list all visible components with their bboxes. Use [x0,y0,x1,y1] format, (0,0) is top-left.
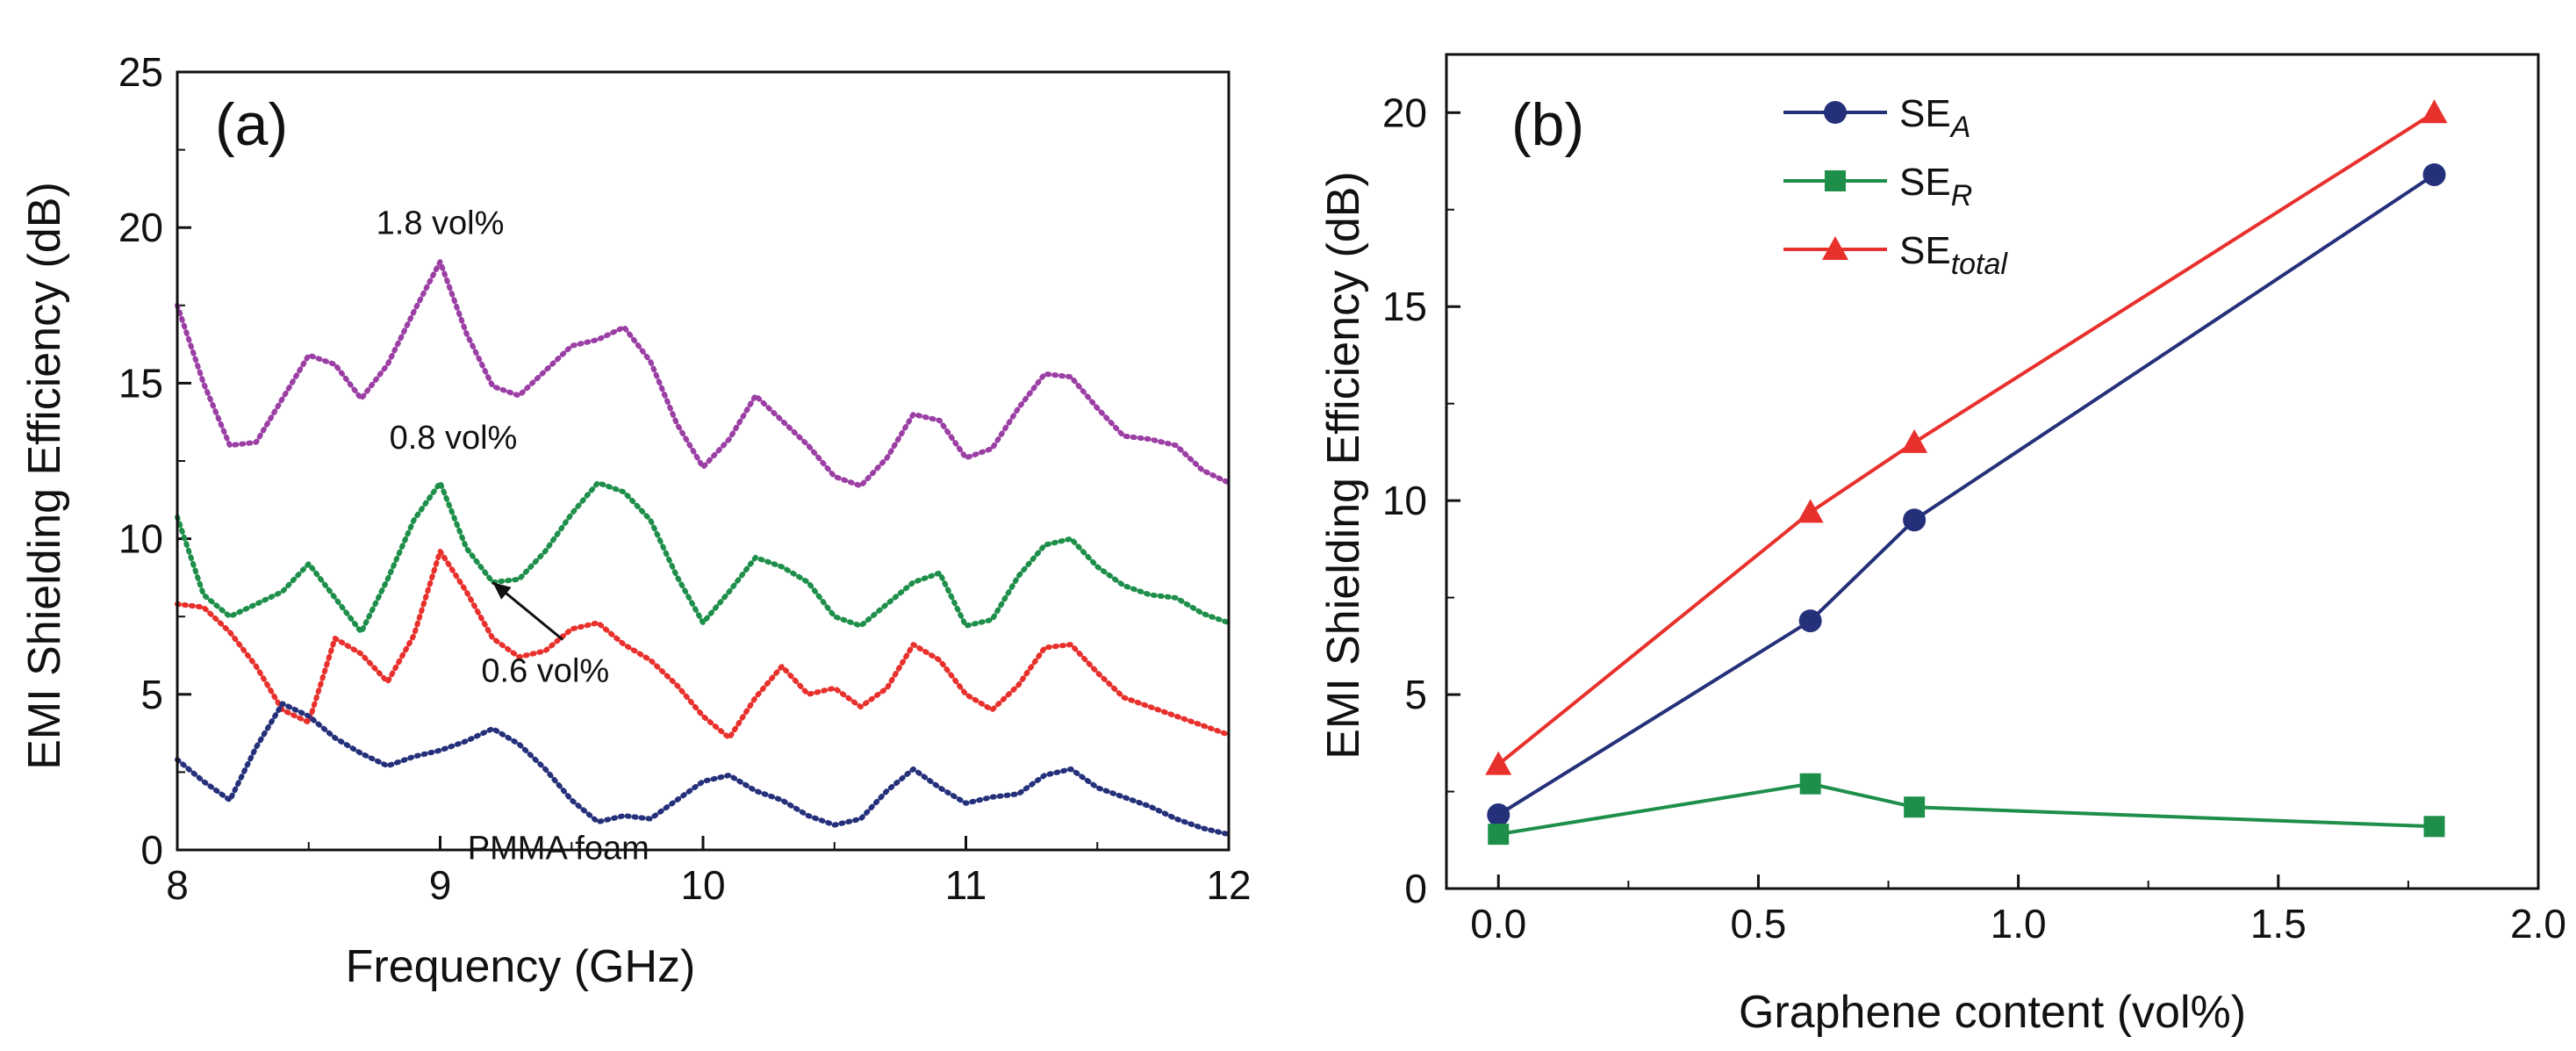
legend-label: SEtotal [1899,229,2008,281]
chart-b-frame [1445,53,2540,890]
legend-marker [1824,101,1847,124]
x-tick-label-a: 9 [429,862,452,908]
x-tick-label-a: 11 [945,862,987,908]
annotation-arrowhead [492,582,512,600]
y-tick-label-b: 15 [1382,284,1427,329]
y-tick-label-b: 10 [1382,478,1427,523]
series-line-a [175,701,1231,838]
x-tick-label-a: 12 [1206,862,1251,908]
chart-b-ticks: 0.0 0.5 1.0 1.5 2.0 0 5 10 15 20 [1382,90,2566,947]
data-point [2422,162,2446,186]
chart-a-ticks: 8 9 10 11 12 0 5 10 15 20 25 [118,49,1252,908]
chart-b-legend: SEA SER SEtotal [1783,92,2008,281]
chart-a-series [175,259,1231,838]
x-tick-label-b: 0.5 [1730,901,1786,947]
data-point [1903,508,1927,532]
x-tick-label-b: 1.5 [2250,901,2307,947]
y-tick-label-a: 10 [118,516,163,562]
data-point [1798,609,1822,633]
data-point [1901,428,1928,453]
series-line-a [175,548,1231,741]
chart-b-ylabel: EMI Shielding Efficiency (dB) [1318,171,1369,759]
x-tick-label-a: 8 [166,862,189,908]
y-tick-label-b: 20 [1382,90,1427,135]
chart-a: (a) 8 9 10 11 12 0 5 10 15 20 25 1.8 vol% 0.8 vol% 0… [19,49,1252,992]
chart-b-xlabel: Graphene content (vol%) [1739,987,2246,1038]
y-tick-label-a: 0 [140,827,163,873]
y-tick-label-a: 15 [118,360,163,406]
x-tick-label-b: 0.0 [1470,901,1526,947]
data-point [2423,816,2445,838]
data-point [1487,803,1510,827]
y-tick-label-b: 5 [1404,672,1427,717]
y-tick-label-b: 0 [1404,866,1427,911]
data-point [1797,499,1824,523]
annotation-label: 0.8 vol% [390,420,518,457]
series-line-b [1497,173,2436,817]
chart-a-ylabel: EMI Shielding Efficiency (dB) [19,182,70,770]
data-point [1485,751,1512,775]
series-line-a [175,259,1231,489]
chart-a-frame [176,70,1231,852]
series-line-b [1496,111,2436,767]
y-tick-label-a: 20 [118,205,163,250]
legend-label: SER [1899,161,1972,212]
x-tick-label-b: 2.0 [2510,901,2566,947]
data-point [1904,796,1926,818]
chart-a-xlabel: Frequency (GHz) [346,941,696,992]
series-line-b [1497,781,2435,837]
legend-marker [1825,170,1846,191]
y-tick-label-a: 25 [118,49,163,95]
legend-marker [1822,236,1848,260]
data-point [1488,824,1510,846]
annotation-label: 0.6 vol% [481,653,609,690]
x-tick-label-a: 10 [680,862,725,908]
panel-a-label: (a) [215,91,288,158]
series-line-a [175,479,1231,635]
data-point [2421,99,2448,124]
legend-label: SEA [1899,92,1970,144]
y-tick-label-a: 5 [140,672,163,717]
panel-b-label: (b) [1511,91,1584,158]
x-tick-label-b: 1.0 [1991,901,2047,947]
chart-b-series [1485,99,2448,846]
annotation-label: 1.8 vol% [377,205,505,241]
data-point [1799,773,1821,795]
chart-b: (b) 0.0 0.5 1.0 1.5 2.0 0 5 10 15 20 SEA SER SEtota… [1318,53,2566,1038]
